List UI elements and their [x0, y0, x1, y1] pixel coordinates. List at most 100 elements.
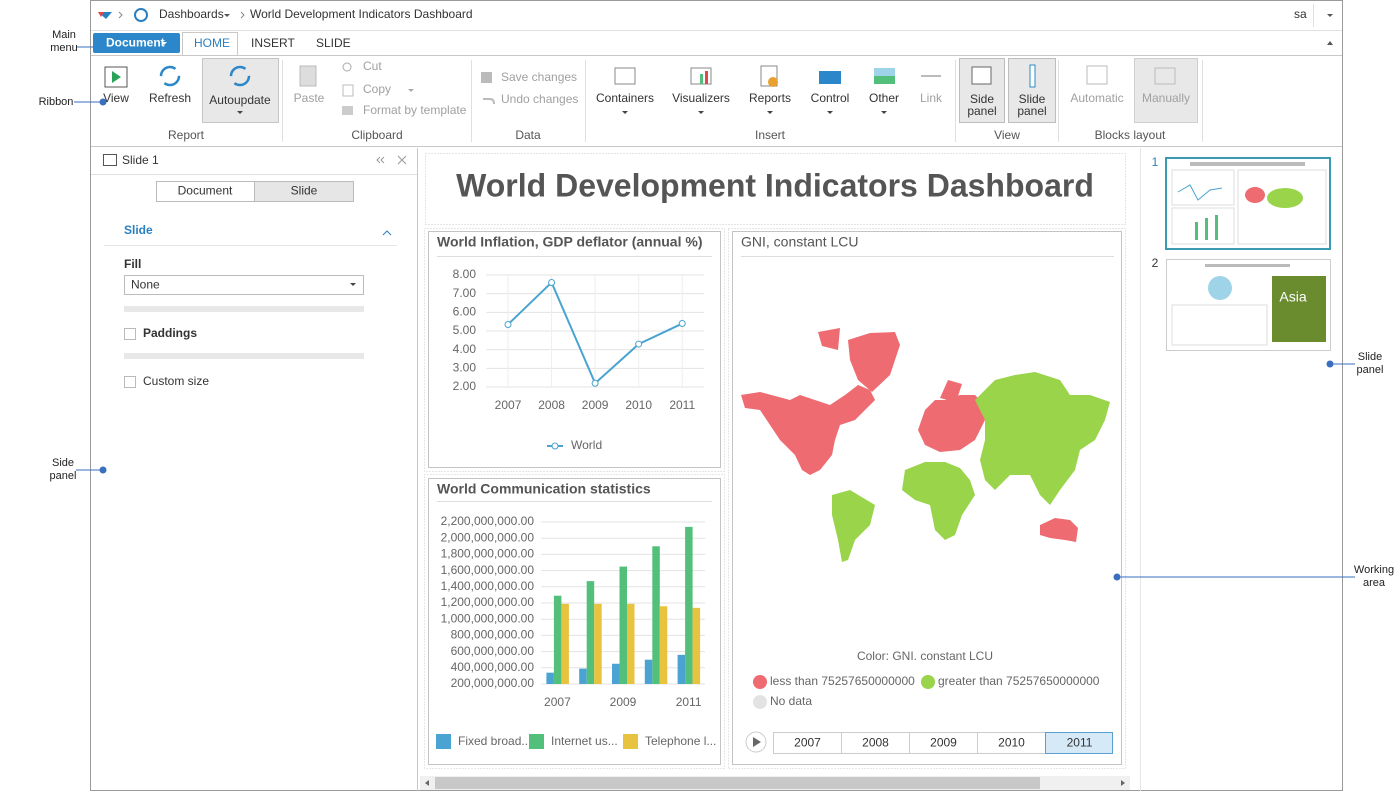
ribbon-button-label[interactable]: Slide panel: [1017, 92, 1047, 118]
breadcrumb-item[interactable]: Dashboards: [159, 7, 224, 21]
map-legend-marker: [753, 675, 767, 689]
bar: [685, 526, 693, 684]
bar: [644, 659, 653, 684]
ribbon-button-label[interactable]: View: [103, 91, 129, 105]
section-header[interactable]: Slide: [124, 223, 153, 237]
ribbon-button-label[interactable]: Other: [869, 91, 899, 105]
document-button-label[interactable]: Document: [106, 36, 165, 50]
manually-button[interactable]: [1134, 58, 1198, 123]
scroll-right[interactable]: [1121, 780, 1125, 786]
collapse-icon[interactable]: [380, 156, 385, 164]
ribbon-button-label[interactable]: Containers: [596, 91, 654, 105]
scroll-left[interactable]: [425, 780, 429, 786]
line-point: [548, 278, 556, 286]
ribbon-button-label: Cut: [363, 59, 382, 73]
ribbon-group-label: Blocks layout: [1095, 128, 1166, 142]
thumb-text: Asia: [1279, 289, 1306, 305]
play-icon: [753, 737, 761, 747]
format-icon: [342, 106, 353, 115]
x-tick-label: 2009: [610, 695, 637, 709]
menu-tab[interactable]: INSERT: [251, 36, 295, 50]
ribbon-button-label: Paste: [294, 91, 325, 105]
year-button-label[interactable]: 2009: [930, 736, 957, 750]
checkbox[interactable]: [124, 376, 136, 388]
dropdown-caret: [237, 111, 243, 114]
map-region: [902, 462, 975, 540]
bar: [652, 546, 660, 684]
ribbon-button-label: Link: [920, 91, 943, 105]
year-button-label[interactable]: 2010: [998, 736, 1025, 750]
ribbon-group-label: View: [994, 128, 1020, 142]
y-tick-label: 2,000,000,000.00: [441, 530, 535, 544]
dropdown-caret: [224, 14, 230, 17]
bar: [594, 603, 602, 684]
ribbon-button-label[interactable]: Side panel: [967, 92, 997, 118]
separator-icon: [240, 11, 245, 19]
thumb-detail: [1245, 187, 1265, 203]
breadcrumb-item: World Development Indicators Dashboard: [250, 7, 473, 21]
thumb-detail: [1237, 169, 1327, 245]
paste-icon: [299, 65, 317, 87]
collapse-ribbon[interactable]: [1327, 41, 1333, 45]
bar: [586, 581, 595, 684]
scrollbar-thumb[interactable]: [435, 777, 1040, 789]
chart-title: World Communication statistics: [437, 481, 651, 497]
ribbon-button-label[interactable]: Reports: [749, 91, 791, 105]
checkbox[interactable]: [124, 328, 136, 340]
menu-tab[interactable]: SLIDE: [316, 36, 351, 50]
line-point: [678, 320, 686, 328]
collapse-icon[interactable]: [376, 156, 381, 164]
ribbon-button-label: Save changes: [501, 70, 577, 84]
manually-icon: [1154, 67, 1176, 85]
annotation: Side panel: [49, 457, 77, 482]
user-name[interactable]: sa: [1294, 7, 1307, 21]
menu-tab[interactable]: HOME: [194, 36, 230, 50]
x-tick-label: 2008: [538, 398, 565, 412]
visualizers-icon: [700, 74, 703, 84]
select-value[interactable]: None: [131, 278, 160, 292]
map-legend-marker: [753, 695, 767, 709]
map-region: [832, 490, 875, 562]
document-button[interactable]: [93, 33, 180, 53]
year-button[interactable]: [1045, 732, 1113, 754]
y-tick-label: 1,800,000,000.00: [441, 547, 535, 561]
year-button-label[interactable]: 2011: [1067, 736, 1093, 750]
close-icon[interactable]: [397, 155, 407, 165]
block-outline: [728, 228, 1126, 769]
thumb-detail: [1171, 169, 1235, 206]
map-region: [741, 385, 875, 475]
y-tick-label: 1,400,000,000.00: [441, 579, 535, 593]
side-tab-label[interactable]: Document: [178, 184, 233, 198]
ribbon-group-label: Insert: [755, 128, 786, 142]
y-tick-label: 2,200,000,000.00: [441, 514, 535, 528]
ribbon-button-label[interactable]: Visualizers: [672, 91, 730, 105]
select-caret: [350, 283, 356, 286]
dashboard-title: World Development Indicators Dashboard: [456, 167, 1094, 203]
user-caret[interactable]: [1327, 14, 1333, 17]
map-legend-label: greater than 75257650000000: [938, 674, 1100, 688]
slide-number: 1: [1152, 155, 1159, 169]
bar: [692, 607, 701, 684]
side-tab-active[interactable]: [254, 181, 354, 202]
side-tab-label[interactable]: Slide: [291, 184, 318, 198]
slide-thumbnail[interactable]: [1165, 157, 1331, 250]
year-button-label[interactable]: 2007: [794, 736, 821, 750]
thumb-detail: [1205, 218, 1208, 240]
ribbon-button-label[interactable]: Control: [811, 91, 850, 105]
legend-label: World: [571, 438, 602, 452]
legend-swatch: [529, 734, 544, 749]
active-tab[interactable]: [182, 32, 238, 56]
year-button-label[interactable]: 2008: [862, 736, 889, 750]
ribbon-button-label[interactable]: Refresh: [149, 91, 191, 105]
checkbox-label: Custom size: [143, 374, 209, 388]
ribbon-button-label[interactable]: Autoupdate: [209, 93, 271, 107]
thumb-detail: [1205, 264, 1290, 267]
y-tick-label: 2.00: [453, 379, 477, 393]
fill-select[interactable]: [124, 275, 364, 295]
section-toggle[interactable]: [382, 230, 392, 236]
refresh-icon: [159, 65, 181, 87]
annotation-dot: [1113, 573, 1121, 581]
annotation-dot: [99, 98, 107, 106]
y-tick-label: 800,000,000.00: [451, 628, 535, 642]
